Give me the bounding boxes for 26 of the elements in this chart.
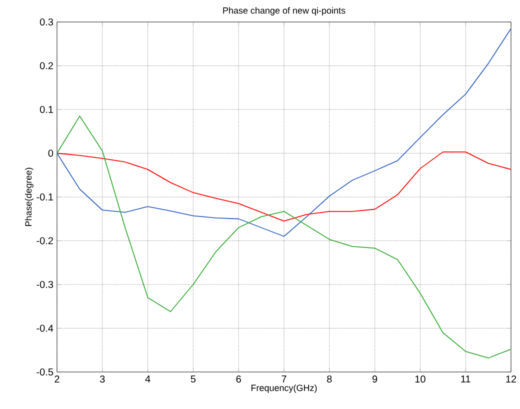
x-tick-label: 4 [145, 376, 150, 382]
y-tick-label: 0 [48, 150, 54, 157]
chart-title: Phase change of new qi-points [223, 7, 346, 16]
x-tick-label: 3 [100, 376, 105, 383]
x-tick-label: 2 [54, 376, 60, 382]
y-tick-label: -0.2 [36, 237, 53, 244]
line-series [57, 151, 511, 222]
y-tick-label: 0.1 [40, 106, 53, 114]
x-tick-label: 6 [236, 376, 241, 383]
line-series [57, 28, 511, 237]
x-axis-title: Frequency(GHz) [251, 384, 317, 393]
y-axis-title: Phase(degree) [24, 168, 34, 226]
y-tick-label: -0.3 [36, 280, 54, 288]
x-tick-label: 8 [327, 376, 332, 383]
y-tick-label: -0.5 [36, 368, 54, 376]
y-tick-label: 0.3 [40, 18, 54, 26]
y-tick-label: 0.2 [40, 62, 53, 70]
line-series [57, 116, 511, 358]
x-tick-label: 7 [282, 376, 286, 382]
x-tick-label: 9 [372, 376, 378, 383]
x-tick-label: 11 [461, 376, 470, 382]
x-tick-label: 5 [190, 376, 196, 382]
x-tick-label: 12 [506, 376, 516, 382]
y-tick-label: -0.1 [36, 193, 53, 201]
y-tick-label: -0.4 [36, 324, 54, 332]
x-tick-label: 10 [415, 376, 426, 383]
